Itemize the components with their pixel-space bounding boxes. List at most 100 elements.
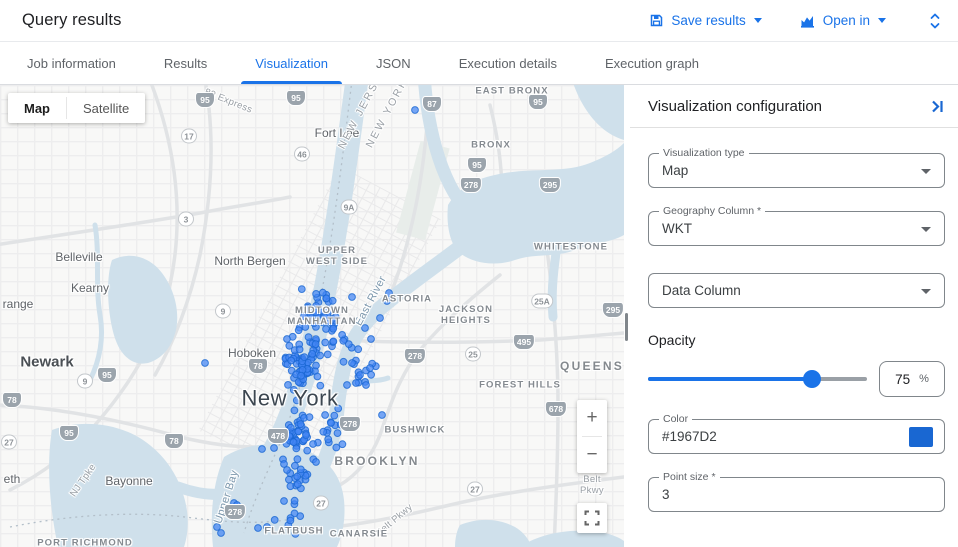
panel-scrollbar-thumb[interactable] xyxy=(625,313,628,341)
map-data-point xyxy=(332,443,341,452)
color-input[interactable]: Color #1967D2 xyxy=(648,413,945,454)
map-data-point xyxy=(312,290,321,298)
map-data-point xyxy=(343,381,351,389)
map-data-point xyxy=(294,326,303,335)
map-data-point xyxy=(258,445,266,453)
map-data-point xyxy=(286,516,295,525)
map-data-point xyxy=(324,305,333,314)
map-data-point xyxy=(323,350,332,359)
zoom-in-button[interactable]: + xyxy=(586,407,598,428)
save-icon xyxy=(651,14,663,27)
opacity-value-input[interactable]: 75 % xyxy=(879,361,945,397)
tab-execution-graph[interactable]: Execution graph xyxy=(604,55,699,71)
opacity-slider[interactable] xyxy=(648,361,867,397)
header-actions: Save results Open in xyxy=(649,13,942,29)
map-data-point xyxy=(309,440,317,448)
opacity-slider-thumb[interactable] xyxy=(803,370,822,388)
map-data-point xyxy=(316,381,325,390)
map-data-point xyxy=(283,466,291,474)
opacity-row: 75 % xyxy=(648,361,945,397)
tab-results[interactable]: Results xyxy=(163,55,208,71)
map-data-point xyxy=(297,285,306,294)
tab-json[interactable]: JSON xyxy=(376,55,411,71)
fullscreen-button[interactable] xyxy=(577,503,607,533)
dropdown-caret-icon xyxy=(921,227,931,232)
data-column-value: Data Column xyxy=(662,283,741,298)
zoom-divider xyxy=(582,436,602,437)
color-value: #1967D2 xyxy=(662,429,717,444)
map-data-point xyxy=(311,340,320,349)
map-data-point xyxy=(362,381,370,389)
open-in-button[interactable]: Open in xyxy=(800,13,886,28)
main-area: 80 Express Fort Lee NEW JERSEY NEW YORK EAST… xyxy=(0,85,958,547)
opacity-slider-fill xyxy=(648,377,813,381)
fullscreen-icon xyxy=(584,510,600,526)
map-data-point xyxy=(348,293,356,301)
unfold-results-button[interactable] xyxy=(928,13,942,29)
map-data-point xyxy=(201,359,209,367)
map-data-point xyxy=(385,289,393,297)
map-data-point xyxy=(376,314,384,322)
map-data-point xyxy=(329,324,338,333)
panel-scrollbar[interactable] xyxy=(624,85,630,547)
data-column-select[interactable]: Data Column xyxy=(648,273,945,308)
map-data-point xyxy=(366,364,374,372)
dropdown-caret-icon xyxy=(921,169,931,174)
color-swatch[interactable] xyxy=(909,427,933,447)
geography-column-select[interactable]: Geography Column * WKT xyxy=(648,205,945,246)
map-data-point xyxy=(352,379,360,387)
collapse-panel-icon[interactable] xyxy=(931,99,944,114)
map-data-point xyxy=(285,432,294,440)
dropdown-caret-icon xyxy=(921,289,931,294)
map-data-point xyxy=(280,460,288,468)
map-data-point xyxy=(300,353,309,362)
map-data-point xyxy=(327,419,335,427)
map-data-point xyxy=(328,296,337,305)
opacity-value: 75 xyxy=(895,371,911,387)
map-type-control: Map Satellite xyxy=(8,93,146,123)
zoom-out-button[interactable]: − xyxy=(586,444,598,465)
tab-job-information[interactable]: Job information xyxy=(27,55,116,71)
map-data-point xyxy=(361,324,369,332)
map-data-point xyxy=(339,336,348,345)
map-data-point xyxy=(263,523,271,531)
save-results-caret-icon xyxy=(753,18,762,23)
map-data-point xyxy=(292,396,301,405)
map-data-point xyxy=(312,308,320,317)
map-data-point xyxy=(324,435,333,444)
tab-visualization[interactable]: Visualization xyxy=(231,42,352,84)
map-data-point xyxy=(270,444,278,452)
point-size-label: Point size * xyxy=(659,471,720,483)
map-data-point xyxy=(319,427,328,436)
point-size-input[interactable]: Point size * 3 xyxy=(648,471,945,512)
map-canvas[interactable]: 80 Express Fort Lee NEW JERSEY NEW YORK EAST… xyxy=(0,85,624,547)
map-data-point xyxy=(330,411,339,420)
map-data-point xyxy=(312,361,320,370)
map-data-point xyxy=(302,431,310,439)
chart-icon xyxy=(800,15,814,28)
map-type-satellite-button[interactable]: Satellite xyxy=(83,100,130,116)
map-data-point xyxy=(378,411,386,419)
tab-execution-details[interactable]: Execution details xyxy=(458,55,557,71)
map-data-point xyxy=(321,411,330,419)
map-data-point xyxy=(297,371,306,380)
map-data-point xyxy=(290,406,299,415)
map-data-point xyxy=(411,106,419,114)
map-data-point xyxy=(383,297,391,305)
map-data-point xyxy=(284,381,292,389)
visualization-type-label: Visualization type xyxy=(659,147,749,159)
map-data-point xyxy=(296,465,305,474)
save-results-button[interactable]: Save results xyxy=(649,13,762,28)
map-data-point xyxy=(291,461,299,470)
map-data-point xyxy=(300,312,308,321)
map-type-map-button[interactable]: Map xyxy=(24,100,50,116)
map-data-point xyxy=(292,444,301,453)
map-data-point xyxy=(313,372,322,381)
map-data-point xyxy=(329,337,338,346)
visualization-type-select[interactable]: Visualization type Map xyxy=(648,147,945,188)
map-data-point xyxy=(293,455,302,464)
header: Query results Save results Open in xyxy=(0,0,958,42)
map-type-divider xyxy=(66,97,67,119)
map-data-points-layer xyxy=(201,106,419,538)
map-data-point xyxy=(316,351,325,360)
